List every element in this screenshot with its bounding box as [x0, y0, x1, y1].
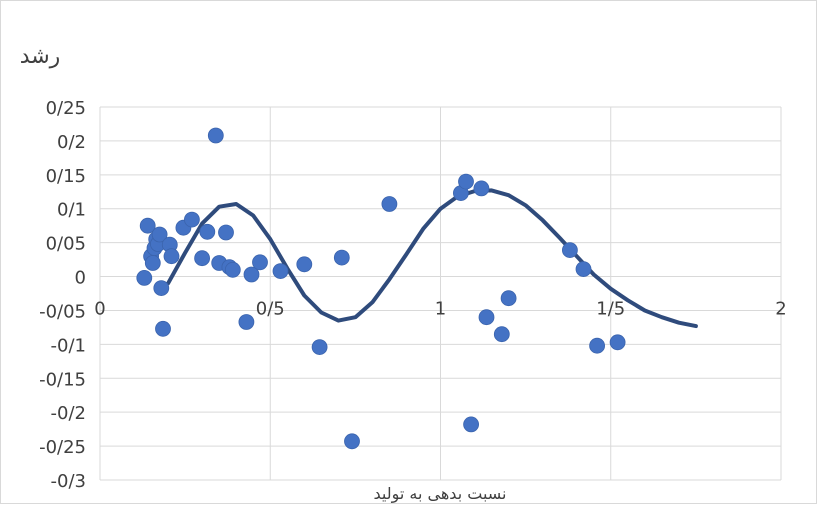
data-point [155, 320, 171, 337]
data-points [136, 127, 626, 450]
data-point [218, 224, 234, 241]
y-tick-label: -0/2 [51, 403, 86, 424]
data-point [333, 249, 350, 266]
x-tick-label: 1/5 [596, 299, 625, 320]
data-point [458, 173, 474, 190]
data-point [609, 334, 626, 351]
data-point [243, 266, 260, 283]
data-point [500, 290, 517, 307]
data-point [136, 269, 153, 286]
data-point [153, 280, 170, 297]
data-point [207, 127, 224, 144]
data-point [575, 261, 592, 278]
y-tick-label: -0/3 [51, 471, 86, 492]
trendline-layer [166, 188, 698, 329]
data-point [199, 223, 216, 240]
y-tick-label: 0/05 [46, 234, 86, 255]
data-point [381, 196, 398, 212]
y-tick-label: -0/1 [51, 335, 86, 356]
data-point [183, 211, 200, 228]
data-point [344, 433, 360, 450]
y-tick-label: 0/15 [46, 166, 86, 187]
y-tick-label: -0/05 [39, 301, 86, 322]
tick-labels: 0/25 0/2 0/15 0/1 0/05 0 -0/05 -0/1 -0/15 -0/2 -0/… [39, 98, 787, 492]
data-point [463, 416, 480, 433]
x-tick-label: 0 [94, 299, 105, 320]
data-point [144, 255, 161, 271]
data-point [272, 263, 289, 280]
y-tick-label: 0/1 [57, 200, 86, 221]
data-point [311, 339, 328, 356]
data-point [238, 314, 255, 330]
trendline [166, 188, 698, 329]
data-point [473, 180, 490, 197]
x-axis-title: نسبت بدهی به تولید [374, 484, 507, 504]
y-axis-title: رشد [20, 44, 61, 69]
x-tick-label: 2 [775, 299, 786, 320]
data-point [194, 250, 211, 267]
data-point [478, 309, 495, 326]
data-point [589, 337, 605, 354]
x-tick-label: 1 [435, 299, 446, 320]
data-point [163, 248, 180, 265]
data-point [151, 226, 168, 243]
data-point [296, 256, 313, 273]
data-point [224, 261, 241, 278]
x-tick-label: 0/5 [256, 299, 285, 320]
y-tick-label: -0/15 [39, 369, 86, 390]
y-tick-label: 0/2 [57, 132, 86, 153]
y-tick-label: 0 [75, 268, 86, 289]
data-point [562, 242, 578, 259]
data-point [139, 217, 156, 234]
data-point [252, 254, 268, 271]
y-tick-label: 0/25 [46, 98, 86, 119]
y-tick-label: -0/25 [39, 437, 86, 458]
data-point [493, 326, 510, 343]
